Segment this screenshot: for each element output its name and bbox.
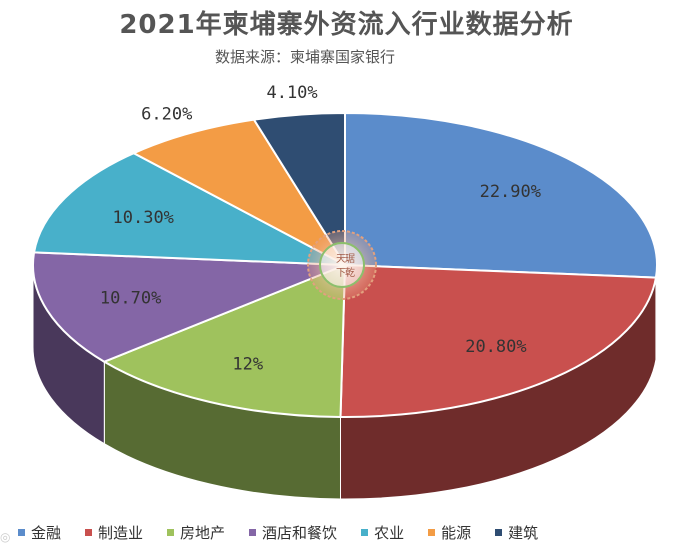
- pie-slice-3: [32, 251, 346, 363]
- legend-label-6: 建筑: [508, 524, 539, 542]
- legend-label-1: 制造业: [98, 524, 144, 542]
- legend-swatch-5: [428, 529, 436, 536]
- chart-subtitle: 数据来源：柬埔寨国家银行: [215, 48, 396, 66]
- legend-label-0: 金融: [31, 524, 62, 542]
- svg-text:天: 天: [336, 254, 346, 265]
- svg-text:下: 下: [336, 268, 346, 279]
- watermark-icon: ◎: [0, 530, 11, 544]
- legend-item-3: 酒店和餐饮: [249, 522, 337, 543]
- legend-item-2: 房地产: [167, 522, 225, 543]
- legend-swatch-2: [167, 529, 175, 536]
- legend-label-5: 能源: [441, 524, 472, 542]
- data-label-6: 4.10%: [266, 83, 317, 103]
- legend-item-4: 农业: [361, 522, 404, 543]
- data-label-5: 6.20%: [141, 104, 192, 124]
- pie-slice-1: [339, 263, 658, 418]
- data-label-1: 20.80%: [465, 337, 526, 357]
- chart-title: 2021年柬埔寨外资流入行业数据分析: [119, 10, 574, 40]
- legend-item-0: 金融: [18, 522, 61, 543]
- legend-item-5: 能源: [428, 522, 471, 543]
- data-label-2: 12%: [232, 355, 263, 375]
- legend-item-1: 制造业: [85, 522, 143, 543]
- svg-text:乾: 乾: [345, 266, 355, 279]
- legend-item-6: 建筑: [495, 522, 538, 543]
- legend-swatch-3: [249, 529, 257, 536]
- legend-label-3: 酒店和餐饮: [262, 524, 338, 542]
- pie-slice-6: [252, 111, 346, 269]
- legend: 金融 制造业 房地产 酒店和餐饮 农业 能源 建筑: [18, 522, 688, 543]
- svg-text:琚: 琚: [345, 253, 355, 265]
- pie-slice-4: [32, 152, 346, 266]
- legend-swatch-1: [85, 529, 93, 536]
- legend-label-2: 房地产: [180, 524, 226, 542]
- watermark-seal: 天 琚 下 乾: [307, 230, 377, 300]
- pie-slice-2: [102, 263, 347, 418]
- pie-slice-0: [344, 111, 658, 279]
- legend-swatch-4: [361, 529, 369, 536]
- legend-swatch-6: [495, 529, 503, 536]
- data-label-4: 10.30%: [113, 208, 174, 228]
- legend-label-4: 农业: [374, 524, 405, 542]
- data-label-0: 22.90%: [480, 182, 541, 202]
- data-label-3: 10.70%: [100, 289, 161, 309]
- legend-swatch-0: [18, 529, 25, 536]
- pie-slice-5: [131, 118, 348, 268]
